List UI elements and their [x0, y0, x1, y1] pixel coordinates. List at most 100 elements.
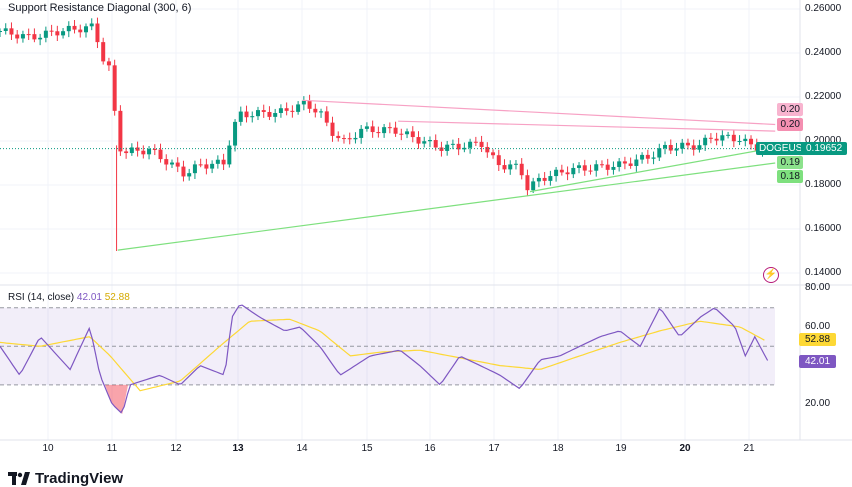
candle	[685, 142, 690, 146]
time-tick: 20	[679, 443, 691, 454]
candle	[135, 147, 140, 151]
lightning-icon[interactable]: ⚡	[763, 267, 779, 283]
candle	[548, 176, 553, 181]
candle	[66, 25, 71, 32]
candle	[72, 25, 77, 30]
candle	[61, 31, 66, 36]
candle	[743, 138, 748, 142]
candle	[296, 104, 301, 112]
rsi-ma-value-legend: 52.88	[104, 292, 130, 303]
time-tick: 19	[615, 443, 627, 454]
candle	[422, 141, 427, 144]
candle	[78, 29, 83, 33]
candle	[559, 169, 564, 173]
candle	[192, 164, 197, 174]
candle	[617, 161, 622, 167]
price-tick: 0.22000	[805, 91, 842, 102]
candle	[536, 177, 541, 182]
tradingview-logo-icon	[8, 472, 30, 485]
candle	[38, 37, 43, 40]
candle	[554, 169, 559, 177]
candle	[336, 135, 341, 139]
candle	[227, 145, 232, 165]
time-tick: 18	[552, 443, 564, 454]
candle	[313, 108, 318, 113]
candle	[485, 146, 490, 153]
candle	[238, 111, 243, 122]
indicator-title: Support Resistance Diagonal (300, 6)	[8, 2, 192, 14]
candle	[20, 34, 25, 39]
candle	[301, 100, 306, 105]
candle	[55, 31, 60, 36]
candle	[278, 108, 283, 114]
candle	[663, 144, 668, 149]
candle	[651, 157, 656, 159]
rsi-ma-label: 52.88	[799, 333, 837, 346]
rsi-tick: 60.00	[805, 321, 831, 332]
candle	[433, 140, 438, 148]
candle	[445, 144, 450, 151]
candle	[267, 111, 272, 117]
candle	[749, 138, 754, 145]
candle	[169, 162, 174, 165]
candle	[450, 143, 455, 145]
candle	[353, 137, 358, 140]
candle	[680, 142, 685, 149]
candle	[622, 161, 627, 164]
candle	[611, 166, 616, 170]
candle	[95, 23, 100, 43]
rsi-tick: 80.00	[805, 282, 831, 293]
candle	[468, 141, 473, 148]
rsi-label: 42.01	[799, 355, 837, 368]
resistance-label: 0.20	[777, 103, 803, 116]
rsi-value-legend: 42.01	[76, 292, 102, 303]
rsi-tick: 20.00	[805, 398, 831, 409]
candle	[731, 134, 736, 142]
candle	[147, 149, 152, 155]
last-price-label: 0.19652	[801, 142, 848, 155]
candle	[106, 61, 111, 66]
candle	[542, 177, 547, 181]
candle	[640, 154, 645, 160]
candle	[439, 147, 444, 151]
candle	[187, 173, 192, 177]
candle	[508, 164, 513, 170]
resistance-line	[302, 99, 776, 126]
candle	[319, 111, 324, 113]
candle	[628, 163, 633, 166]
rsi-title: RSI (14, close)	[8, 292, 75, 303]
candle	[32, 34, 37, 40]
time-tick: 21	[743, 443, 755, 454]
price-tick: 0.18000	[805, 179, 842, 190]
candle	[204, 164, 209, 169]
candle	[519, 163, 524, 176]
candle	[250, 116, 255, 118]
time-tick: 16	[424, 443, 436, 454]
candle	[588, 170, 593, 172]
candle	[582, 165, 587, 171]
candle	[124, 151, 129, 154]
support-line	[529, 147, 776, 193]
support-label: 0.19	[777, 156, 803, 169]
candle	[152, 149, 157, 151]
candle	[15, 34, 20, 39]
candle	[571, 167, 576, 175]
candle	[273, 113, 278, 117]
candle	[0, 31, 2, 32]
price-tick: 0.14000	[805, 267, 842, 278]
candle	[473, 141, 478, 143]
candle	[364, 126, 369, 129]
candle	[175, 162, 180, 167]
candle	[198, 164, 203, 166]
rsi-oversold-fill	[105, 384, 129, 414]
candle	[599, 164, 604, 166]
time-tick: 12	[170, 443, 182, 454]
candle	[496, 155, 501, 166]
candle	[43, 30, 48, 38]
price-tick: 0.20000	[805, 135, 842, 146]
candle	[324, 111, 329, 123]
candle	[376, 132, 381, 134]
rsi-ma-line	[0, 318, 765, 392]
rsi-legend: RSI (14, close) 42.01 52.88	[8, 292, 130, 303]
